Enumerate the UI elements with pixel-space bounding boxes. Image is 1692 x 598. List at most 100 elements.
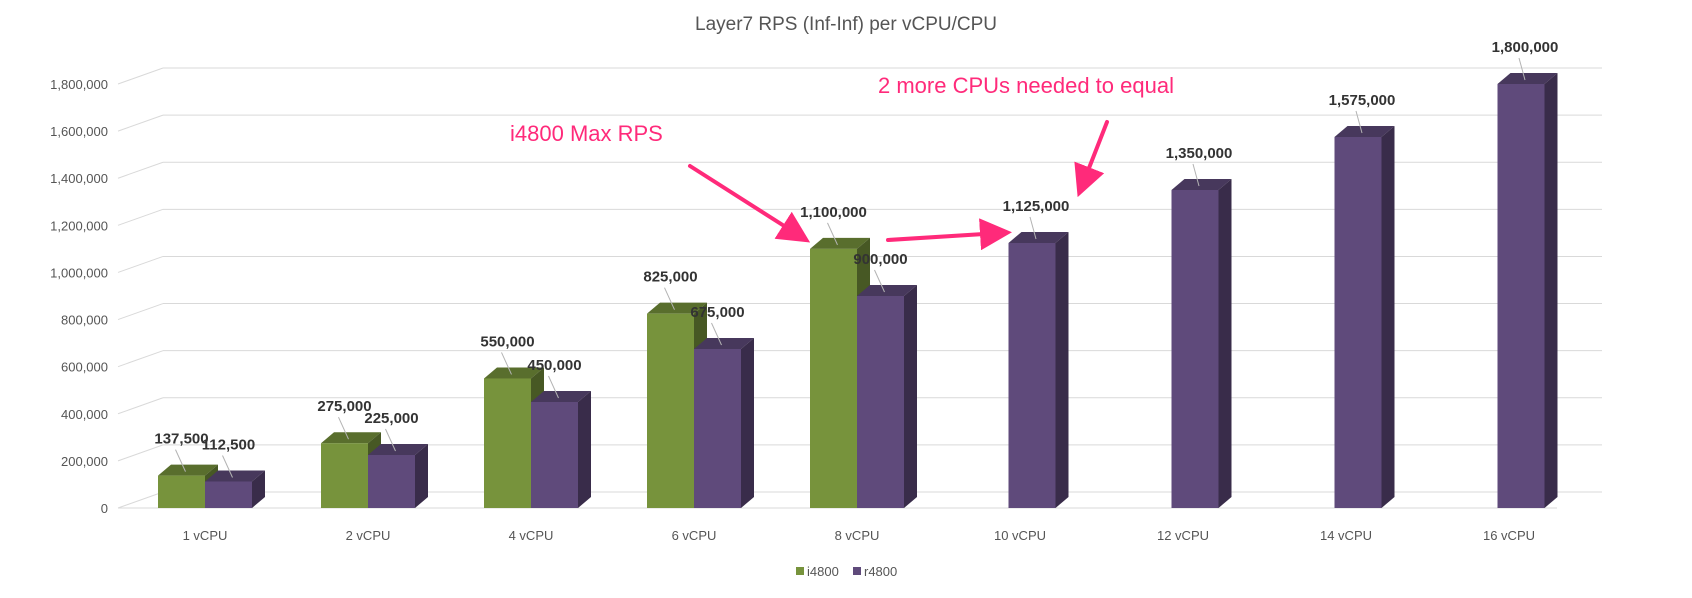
legend-swatch-r4800 — [853, 567, 861, 575]
data-label: 1,125,000 — [1003, 198, 1070, 215]
bar-side-face — [1544, 73, 1558, 508]
bar-side-face — [252, 470, 265, 508]
y-tick-label: 0 — [101, 501, 108, 516]
gridline-side — [117, 208, 164, 226]
bar-front-face — [531, 402, 578, 508]
bar-front-face — [857, 296, 904, 508]
bar-side-face — [1381, 126, 1395, 508]
x-category-label: 4 vCPU — [509, 528, 554, 543]
bar-r4800 — [205, 470, 265, 508]
bar-front-face — [810, 248, 857, 508]
bar-front-face — [1008, 243, 1056, 508]
annotation-max-rps: i4800 Max RPS — [510, 121, 663, 146]
leader-line — [827, 222, 838, 246]
x-category-label: 8 vCPU — [835, 528, 880, 543]
gridline-side — [117, 350, 164, 368]
legend-swatch-i4800 — [796, 567, 804, 575]
bar-top-face — [531, 391, 591, 402]
y-axis-ticks: 0 200,000 400,000 600,000 800,000 1,000,000 1,… — [50, 77, 108, 516]
leader-line — [1192, 163, 1200, 187]
y-tick-label: 1,800,000 — [50, 77, 108, 92]
y-tick-label: 1,600,000 — [50, 124, 108, 139]
annotation-arrow — [886, 218, 1012, 251]
bar-top-face — [857, 285, 917, 296]
bar-front-face — [1497, 84, 1545, 508]
y-tick-label: 400,000 — [61, 407, 108, 422]
bar-r4800 — [857, 285, 917, 508]
bar-front-face — [1171, 190, 1219, 508]
bar-top-face — [1171, 179, 1232, 190]
bar-r4800 — [1334, 126, 1395, 508]
x-axis-categories: 1 vCPU 2 vCPU 4 vCPU 6 vCPU 8 vCPU 10 vCPU 12 … — [183, 528, 1535, 543]
chart-title: Layer7 RPS (Inf-Inf) per vCPU/CPU — [695, 14, 997, 35]
bar-side-face — [1055, 232, 1069, 508]
y-tick-label: 600,000 — [61, 360, 108, 375]
bar-front-face — [694, 349, 741, 508]
gridline-side — [117, 444, 164, 462]
bar-front-face — [205, 481, 252, 508]
gridline-side — [117, 161, 164, 179]
data-label: 825,000 — [643, 269, 697, 286]
data-label: 675,000 — [690, 304, 744, 321]
y-tick-label: 1,400,000 — [50, 171, 108, 186]
gridline-side — [117, 491, 164, 509]
leader-line — [711, 322, 722, 346]
gridline-side — [117, 303, 164, 321]
bar-top-face — [1497, 73, 1558, 84]
leader-line — [222, 455, 233, 478]
bar-r4800 — [1171, 179, 1232, 508]
bar-top-face — [484, 367, 544, 379]
bar-r4800 — [368, 444, 428, 508]
leader-line — [548, 375, 559, 399]
legend: i4800 r4800 — [796, 564, 897, 579]
leader-line — [664, 287, 675, 310]
leader-line — [338, 417, 349, 440]
data-label: 1,100,000 — [800, 204, 867, 221]
leader-line — [1518, 57, 1526, 81]
gridline-side — [117, 397, 164, 415]
annotation-arrow — [1074, 120, 1109, 198]
bar-top-face — [321, 432, 381, 444]
gridline-side — [117, 67, 164, 85]
annotations: i4800 Max RPS 2 more CPUs needed to equa… — [510, 73, 1174, 251]
bar-top-face — [1008, 232, 1069, 243]
gridline-side — [117, 255, 164, 273]
y-tick-label: 200,000 — [61, 454, 108, 469]
data-label: 1,800,000 — [1492, 39, 1559, 56]
x-category-label: 14 vCPU — [1320, 528, 1372, 543]
bar-top-face — [1334, 126, 1395, 137]
leader-line — [1355, 110, 1363, 134]
bar-top-face — [368, 444, 428, 455]
bar-front-face — [158, 475, 205, 508]
data-label: 275,000 — [317, 398, 371, 415]
bar-side-face — [415, 444, 428, 508]
x-category-label: 1 vCPU — [183, 528, 228, 543]
bar-front-face — [1334, 137, 1382, 508]
bar-r4800 — [531, 391, 591, 508]
legend-label-r4800: r4800 — [864, 564, 897, 579]
bar-side-face — [578, 391, 591, 508]
bar-top-face — [694, 338, 754, 349]
data-label: 1,575,000 — [1329, 92, 1396, 109]
bar-side-face — [904, 285, 917, 508]
bar-top-face — [810, 237, 870, 249]
data-label: 225,000 — [364, 410, 418, 427]
data-label: 137,500 — [154, 431, 208, 448]
y-tick-label: 1,200,000 — [50, 218, 108, 233]
leader-line — [385, 428, 396, 452]
y-tick-label: 1,000,000 — [50, 265, 108, 280]
leader-line — [501, 352, 512, 375]
bar-front-face — [321, 443, 368, 508]
bar-r4800 — [694, 338, 754, 508]
x-category-label: 10 vCPU — [994, 528, 1046, 543]
bar-front-face — [368, 455, 415, 508]
bar-side-face — [741, 338, 754, 508]
bar-top-face — [205, 470, 265, 482]
annotation-arrow — [688, 164, 811, 243]
x-category-label: 2 vCPU — [346, 528, 391, 543]
bar-r4800 — [1497, 73, 1558, 508]
x-category-label: 12 vCPU — [1157, 528, 1209, 543]
